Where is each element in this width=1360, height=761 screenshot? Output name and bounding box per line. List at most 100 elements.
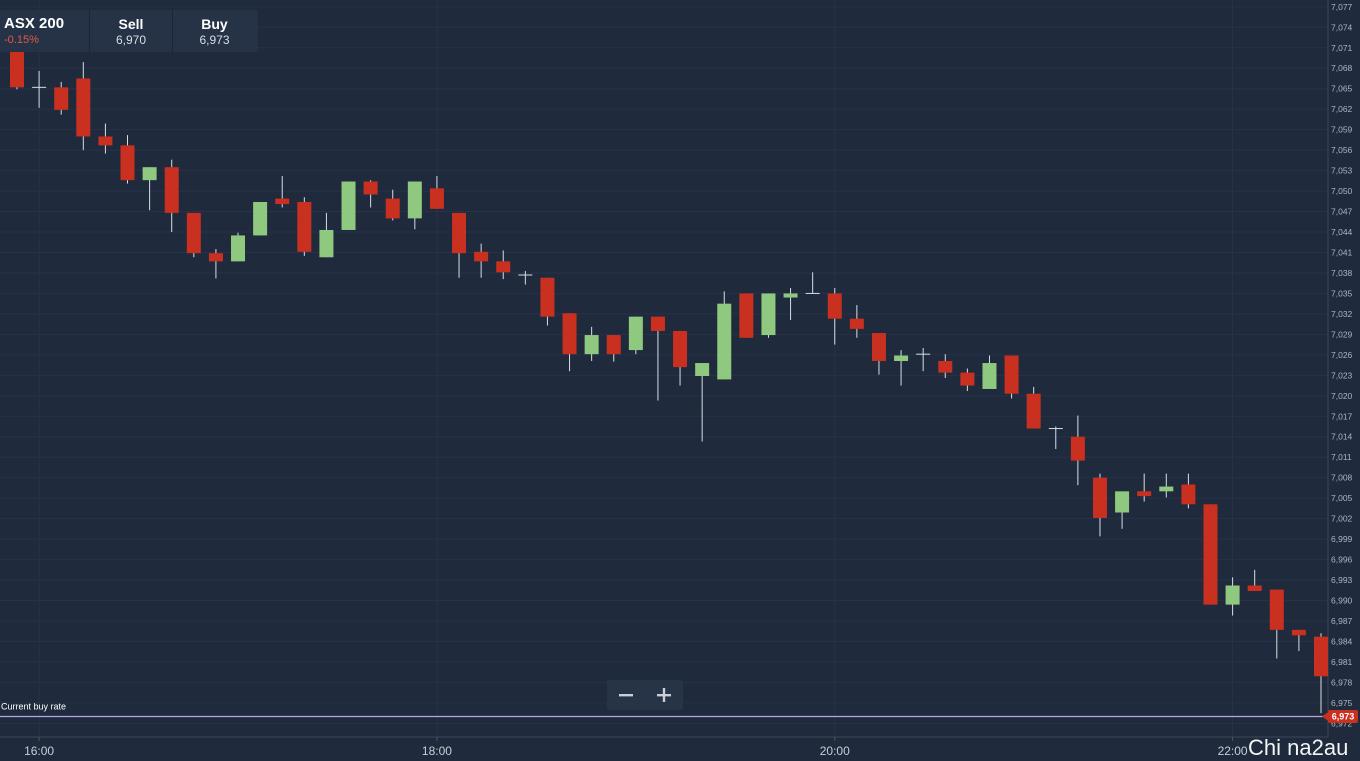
- candle-body: [673, 330, 688, 368]
- candle: [1137, 473, 1152, 502]
- candle-body: [253, 201, 268, 236]
- candle: [540, 277, 555, 326]
- y-tick-label: 7,065: [1331, 84, 1353, 94]
- instrument-header: ASX 200 -0.15% Sell 6,970 Buy 6,973: [0, 10, 258, 52]
- candle-body: [1225, 585, 1240, 605]
- current-rate-badge-pointer: [1322, 711, 1329, 722]
- candle: [385, 189, 400, 221]
- candle: [1115, 491, 1130, 529]
- y-tick-label: 7,008: [1331, 473, 1353, 483]
- candle: [739, 293, 754, 338]
- sell-button[interactable]: Sell 6,970: [90, 10, 173, 52]
- candle: [297, 197, 312, 256]
- candle: [1291, 629, 1306, 652]
- chart-grid: [0, 0, 1328, 737]
- y-tick-label: 7,017: [1331, 411, 1353, 421]
- plus-icon: [657, 688, 671, 702]
- current-rate-label: Current buy rate: [1, 702, 66, 712]
- candle: [606, 335, 621, 362]
- buy-button[interactable]: Buy 6,973: [173, 10, 256, 52]
- y-tick-label: 6,987: [1331, 616, 1353, 626]
- candle-body: [275, 198, 290, 205]
- y-tick-label: 7,077: [1331, 2, 1353, 12]
- candle: [231, 232, 246, 262]
- candle-body: [452, 212, 467, 254]
- y-tick-label: 6,990: [1331, 596, 1353, 606]
- sell-price: 6,970: [115, 33, 147, 47]
- y-tick-label: 6,999: [1331, 534, 1353, 544]
- candle-body: [120, 145, 135, 181]
- candle: [938, 354, 953, 379]
- x-tick-label: 20:00: [820, 744, 850, 758]
- x-axis-ticks: 16:0018:0020:0022:005/1902:0004:0006:000…: [24, 737, 1248, 758]
- candle-body: [98, 136, 113, 146]
- candle-body: [341, 181, 356, 230]
- y-tick-label: 6,984: [1331, 636, 1353, 646]
- y-tick-label: 6,978: [1331, 677, 1353, 687]
- candle-body: [1137, 491, 1152, 497]
- y-tick-label: 6,996: [1331, 555, 1353, 565]
- y-tick-label: 7,020: [1331, 391, 1353, 401]
- candle: [1225, 577, 1240, 616]
- candle: [54, 81, 69, 115]
- candle-body: [717, 303, 732, 380]
- sell-label: Sell: [118, 16, 144, 32]
- candle: [253, 201, 268, 236]
- candle: [407, 181, 422, 230]
- instrument-change: -0.15%: [4, 34, 39, 46]
- current-rate-value: 6,973: [1332, 712, 1355, 722]
- candle-body: [474, 251, 489, 262]
- current-rate-badge: [1328, 710, 1358, 724]
- candle-body: [1247, 585, 1262, 591]
- candle: [1026, 386, 1041, 429]
- candle-body: [407, 181, 422, 219]
- candle: [76, 62, 91, 151]
- candle: [1269, 589, 1284, 659]
- candle: [628, 316, 643, 355]
- candle: [429, 176, 444, 209]
- candle: [1092, 473, 1107, 537]
- candle: [452, 212, 467, 278]
- candle: [827, 287, 842, 345]
- candle-body: [319, 229, 334, 258]
- y-tick-label: 7,002: [1331, 514, 1353, 524]
- candle-body: [231, 235, 246, 262]
- candle: [805, 272, 820, 294]
- candle-body: [628, 316, 643, 351]
- y-tick-label: 7,059: [1331, 125, 1353, 135]
- candle-body: [385, 198, 400, 219]
- zoom-out-button[interactable]: [607, 680, 645, 710]
- candle: [1070, 415, 1085, 486]
- candle: [695, 363, 710, 442]
- candle-body: [164, 167, 179, 213]
- candle: [783, 287, 798, 321]
- candle: [982, 355, 997, 389]
- candle-body: [783, 293, 798, 298]
- candle-body: [1314, 636, 1328, 677]
- instrument-info[interactable]: ASX 200 -0.15%: [0, 10, 90, 52]
- candle-body: [849, 318, 864, 329]
- candle-body: [938, 360, 953, 373]
- candle-body: [584, 335, 599, 355]
- zoom-controls: [607, 680, 683, 710]
- candle-body: [871, 333, 886, 361]
- candle: [916, 348, 931, 372]
- candle-body: [540, 277, 555, 317]
- candle-body: [894, 355, 909, 361]
- candle: [341, 181, 356, 230]
- candle-body: [76, 78, 91, 137]
- instrument-name: ASX 200: [4, 15, 65, 32]
- candle: [562, 313, 577, 372]
- candle-body: [142, 167, 157, 181]
- zoom-in-button[interactable]: [645, 680, 683, 710]
- candle: [584, 326, 599, 361]
- candle-body: [1291, 629, 1306, 636]
- y-tick-label: 7,023: [1331, 370, 1353, 380]
- candle-body: [1115, 491, 1130, 513]
- candle-body: [1203, 504, 1218, 605]
- candle: [1181, 473, 1196, 509]
- candle: [208, 249, 223, 279]
- candle: [142, 167, 157, 211]
- candle-body: [739, 293, 754, 338]
